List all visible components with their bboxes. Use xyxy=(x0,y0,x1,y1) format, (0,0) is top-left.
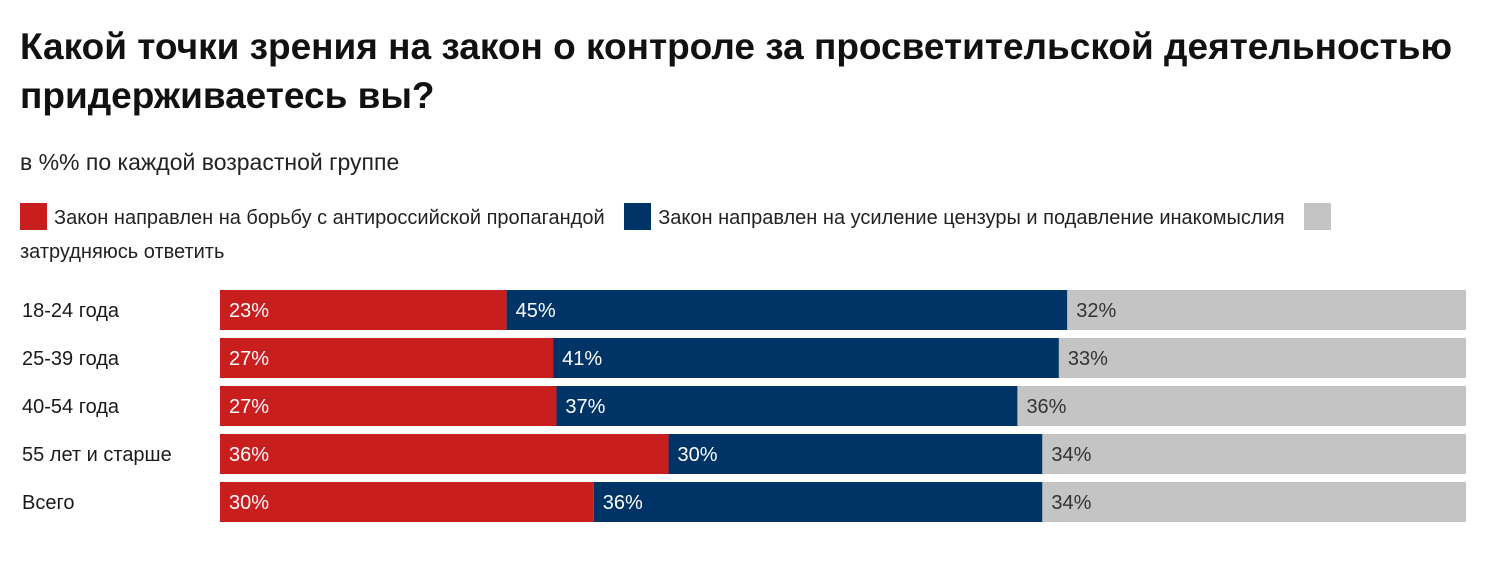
row-label: 55 лет и старше xyxy=(22,444,172,466)
data-label-propaganda: 23% xyxy=(229,300,269,322)
data-label-undecided: 34% xyxy=(1051,492,1091,514)
bar-segment-propaganda xyxy=(220,434,669,474)
chart-subtitle: в %% по каждой возрастной группе xyxy=(20,149,400,175)
legend-item-undecided: затрудняюсь ответить xyxy=(20,203,1338,263)
row-label: Всего xyxy=(22,492,74,514)
row-label: 18-24 года xyxy=(22,300,120,322)
bar-segment-propaganda xyxy=(220,290,507,330)
bar-segment-undecided xyxy=(1058,338,1466,378)
bar-segment-censorship xyxy=(553,338,1059,378)
legend-item-propaganda: Закон направлен на борьбу с антироссийск… xyxy=(20,203,605,230)
bar-segment-undecided xyxy=(1042,482,1466,522)
bar-segment-propaganda xyxy=(220,482,594,522)
data-label-undecided: 34% xyxy=(1051,444,1091,466)
data-label-censorship: 37% xyxy=(565,396,605,418)
data-label-censorship: 41% xyxy=(562,348,602,370)
legend-label-undecided: затрудняюсь ответить xyxy=(20,241,225,263)
data-label-censorship: 30% xyxy=(678,444,718,466)
data-label-undecided: 32% xyxy=(1076,300,1116,322)
bar-segment-undecided xyxy=(1042,434,1466,474)
data-label-undecided: 33% xyxy=(1068,348,1108,370)
legend: Закон направлен на борьбу с антироссийск… xyxy=(20,201,1440,269)
chart-title: Какой точки зрения на закон о контроле з… xyxy=(20,26,1453,116)
legend-label-censorship: Закон направлен на усиление цензуры и по… xyxy=(658,207,1285,229)
legend-swatch-propaganda xyxy=(20,203,47,230)
legend-swatch-censorship xyxy=(624,203,652,230)
row-label: 40-54 года xyxy=(22,396,120,418)
data-label-undecided: 36% xyxy=(1026,396,1066,418)
row-label: 25-39 года xyxy=(22,348,120,370)
bar-segment-censorship xyxy=(556,386,1018,426)
data-label-censorship: 45% xyxy=(516,300,556,322)
data-label-propaganda: 27% xyxy=(229,348,269,370)
bar-segment-propaganda xyxy=(220,386,557,426)
bar-segment-propaganda xyxy=(220,338,554,378)
legend-item-censorship: Закон направлен на усиление цензуры и по… xyxy=(624,203,1285,230)
bar-segment-undecided xyxy=(1017,386,1466,426)
bar-segment-undecided xyxy=(1067,290,1466,330)
data-label-propaganda: 36% xyxy=(229,444,269,466)
bar-segment-censorship xyxy=(593,482,1043,522)
bar-segment-censorship xyxy=(668,434,1043,474)
legend-label-propaganda: Закон направлен на борьбу с антироссийск… xyxy=(54,207,605,229)
data-label-propaganda: 27% xyxy=(229,396,269,418)
data-label-propaganda: 30% xyxy=(229,492,269,514)
bar-segment-censorship xyxy=(506,290,1068,330)
data-label-censorship: 36% xyxy=(603,492,643,514)
legend-swatch-undecided xyxy=(1304,203,1332,230)
